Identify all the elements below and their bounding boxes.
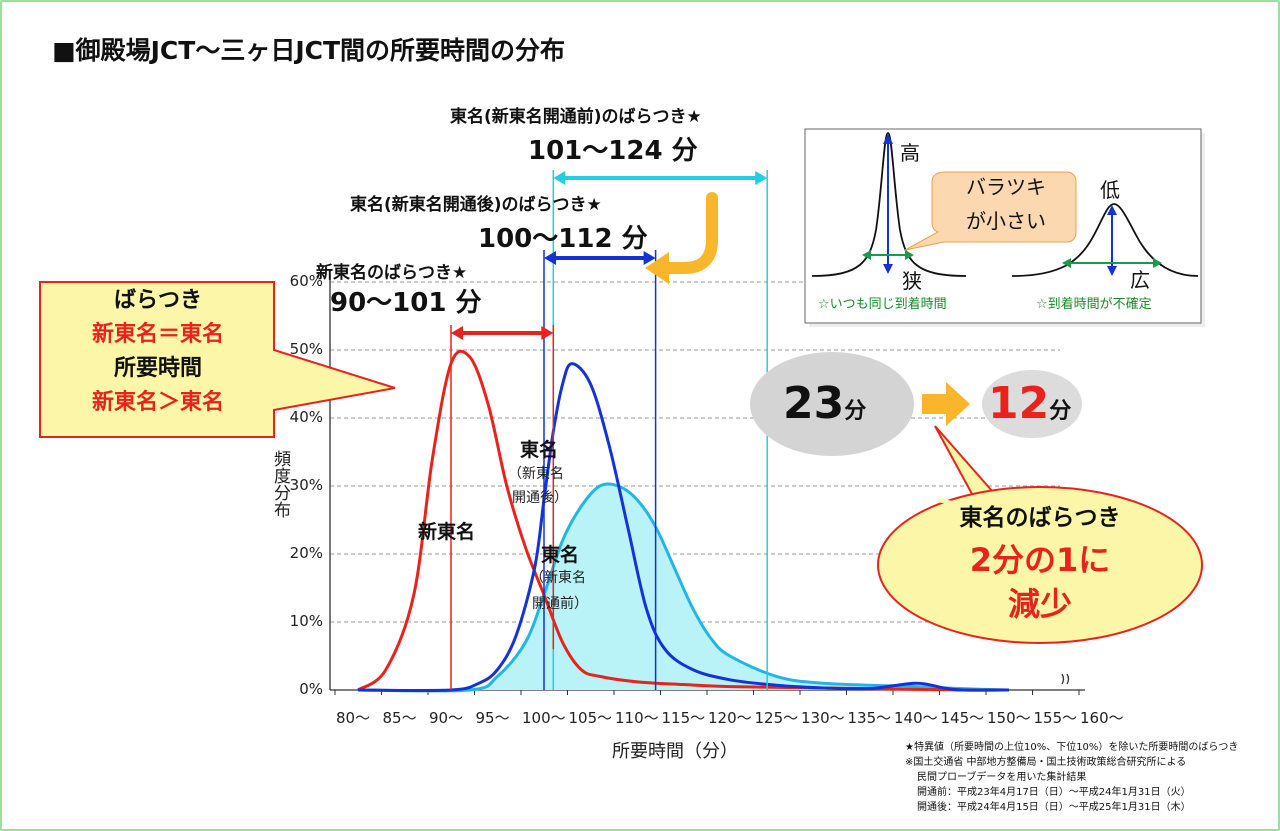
- x-axis-label: 所要時間（分）: [612, 741, 738, 762]
- x-tick-label: 125〜: [754, 709, 799, 727]
- callout-right-joint: [937, 498, 986, 512]
- footnote-4: 開通前：平成23年4月17日（日）〜平成24年1月31日（火）: [917, 787, 1191, 798]
- chart-decorations: [39, 128, 1205, 644]
- range-arrow-head: [755, 171, 768, 185]
- footnote-5: 開通後：平成24年4月15日（日）〜平成25年1月31日（木）: [917, 802, 1191, 813]
- callout-right-line2: 2分の1に: [969, 541, 1111, 579]
- footnote-3: 民間プローブデータを用いた集計結果: [917, 772, 1087, 783]
- y-axis-label: 頻度分布: [270, 450, 290, 518]
- x-tick-label: 95〜: [475, 709, 510, 727]
- range-value-before: 101〜124 分: [528, 136, 698, 166]
- chart-series: [357, 349, 1010, 693]
- range-caption-before: 東名(新東名開通前)のばらつき★: [450, 107, 702, 127]
- series-fill: [358, 483, 1009, 692]
- after-minutes-value: 12: [988, 378, 1050, 429]
- inset-caption-right: ☆到着時間が不確定: [1036, 297, 1152, 312]
- inset-bubble-line2: が小さい: [966, 209, 1046, 233]
- label-tomei-after-sub2: 開通後）: [512, 490, 568, 506]
- series-line: [357, 482, 1010, 693]
- inset-caption-left: ☆いつも同じ到着時間: [818, 297, 947, 312]
- y-tick-label: 40%: [289, 408, 323, 426]
- chart-ranges: [450, 170, 768, 690]
- minutes-arrow: [922, 382, 970, 426]
- series-line: [357, 362, 1010, 692]
- x-tick-label: 80〜: [336, 709, 371, 727]
- series-line: [357, 349, 1010, 692]
- footnotes: ★特異値（所要時間の上位10%、下位10%）を除いた所要時間のばらつき ※国土交…: [905, 740, 1238, 815]
- x-tick-label: 155〜: [1033, 709, 1078, 727]
- range-caption-shin: 新東名のばらつき★: [316, 263, 468, 283]
- x-tick-label: 150〜: [987, 709, 1031, 727]
- label-tomei-after-sub1: （新東名: [508, 466, 564, 482]
- callout-left-line1: ばらつき: [113, 288, 202, 313]
- x-tick-label: 145〜: [940, 709, 985, 727]
- range-value-after: 100〜112 分: [478, 224, 648, 254]
- callout-left-line4: 新東名＞東名: [91, 390, 224, 415]
- page-title: ■御殿場JCT〜三ヶ日JCT間の所要時間の分布: [52, 36, 566, 65]
- label-shin-tomei: 新東名: [418, 521, 476, 543]
- callout-left: ばらつき 新東名＝東名 所要時間 新東名＞東名: [44, 284, 272, 420]
- y-tick-label: 0%: [299, 680, 323, 698]
- inset-low-label: 低: [1100, 178, 1120, 202]
- x-tick-label: 110〜: [615, 709, 659, 727]
- callout-left-box: [39, 281, 396, 438]
- footnote-1: ★特異値（所要時間の上位10%、下位10%）を除いた所要時間のばらつき: [905, 742, 1239, 753]
- x-tick-label: 120〜: [708, 709, 752, 727]
- axis-break-mark: [1061, 673, 1070, 685]
- range-caption-after: 東名(新東名開通後)のばらつき★: [350, 195, 602, 215]
- before-minutes: 23分: [783, 378, 866, 429]
- y-tick-label: 20%: [289, 544, 323, 562]
- x-tick-label: 100〜: [522, 709, 566, 727]
- x-tick-label: 135〜: [847, 709, 892, 727]
- y-tick-label: 10%: [289, 612, 323, 630]
- label-tomei-after: 東名: [520, 439, 559, 461]
- range-arrow-head: [541, 326, 554, 340]
- range-arrow-head: [553, 171, 566, 185]
- before-minutes-unit: 分: [844, 399, 867, 424]
- label-tomei-before-sub2: 開通前）: [532, 596, 588, 612]
- after-minutes-unit: 分: [1049, 399, 1072, 424]
- curved-arrow-head: [645, 252, 669, 284]
- y-tick-label: 30%: [289, 476, 323, 494]
- range-arrow-head: [451, 326, 463, 340]
- range-arrow-head: [544, 251, 556, 265]
- callout-left-line3: 所要時間: [113, 356, 202, 381]
- curved-arrow: [662, 192, 718, 274]
- after-minutes: 12分: [988, 378, 1071, 429]
- x-tick-label: 160〜: [1080, 709, 1124, 727]
- x-tick-label: 115〜: [661, 709, 706, 727]
- y-tick-label: 60%: [289, 272, 323, 290]
- after-ellipse: [982, 370, 1082, 438]
- footnote-2: ※国土交通省 中部地方整備局・国土技術政策総合研究所による: [905, 757, 1187, 768]
- x-tick-label: 140〜: [894, 709, 938, 727]
- range-arrow-head: [643, 251, 656, 265]
- label-tomei-before-sub1: （新東名: [530, 570, 586, 586]
- y-tick-label: 50%: [289, 340, 323, 358]
- before-minutes-value: 23: [783, 378, 845, 429]
- inset-bubble-shape: [904, 171, 1077, 251]
- inset-narrow-label: 狭: [902, 269, 922, 293]
- x-tick-label: 85〜: [382, 709, 417, 727]
- range-value-shin: 90〜101 分: [330, 288, 482, 318]
- inset-high-label: 高: [900, 141, 920, 165]
- inset-bubble-line1: バラツキ: [966, 175, 1046, 199]
- before-ellipse: [750, 352, 914, 456]
- callout-right: 東名のばらつき 2分の1に 減少: [880, 498, 1200, 626]
- callout-right-ellipse: [877, 486, 1203, 644]
- callout-right-line3: 減少: [1007, 585, 1072, 623]
- label-tomei-before: 東名: [541, 544, 580, 566]
- x-tick-label: 90〜: [429, 709, 464, 727]
- x-tick-label: 105〜: [568, 709, 613, 727]
- inset-bubble: バラツキ が小さい: [944, 170, 1068, 238]
- callout-right-line1: 東名のばらつき: [959, 505, 1121, 531]
- x-tick-label: 130〜: [801, 709, 845, 727]
- inset-wide-label: 広: [1130, 268, 1150, 292]
- callout-left-line2: 新東名＝東名: [91, 322, 224, 347]
